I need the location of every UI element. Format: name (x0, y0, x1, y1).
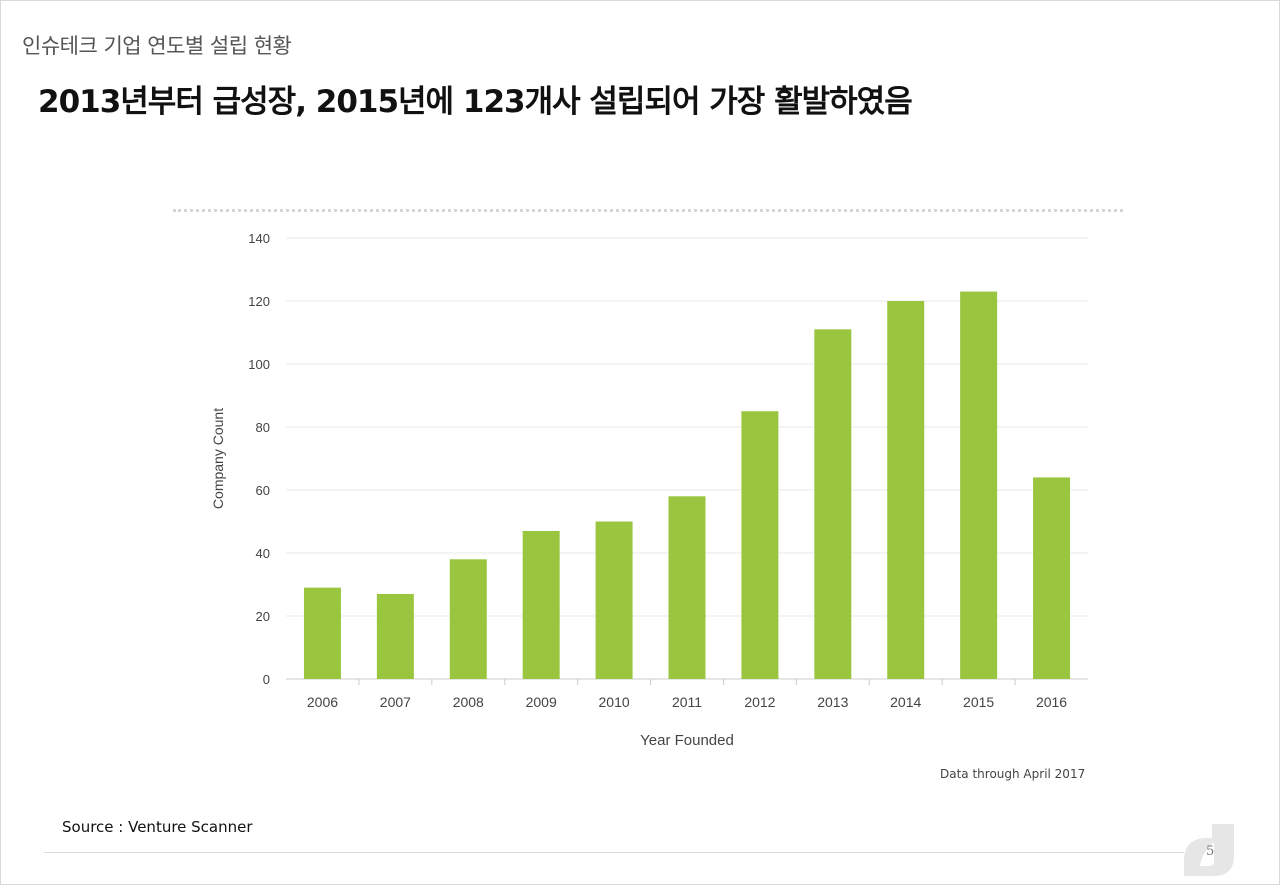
x-tick-label: 2015 (963, 694, 994, 710)
y-tick-label: 60 (256, 483, 270, 498)
y-tick-label: 40 (256, 546, 270, 561)
bar-chart: 0 20 40 60 80 100 120 140 2006 2007 2008 2009 2010 20… (210, 231, 1088, 749)
x-tick-label: 2006 (307, 694, 338, 710)
y-tick-label: 120 (248, 294, 270, 309)
x-axis-label: Year Founded (640, 732, 734, 749)
dotted-divider (173, 209, 1123, 212)
x-tick-label: 2012 (744, 694, 775, 710)
data-note: Data through April 2017 (940, 767, 1086, 781)
y-tick-label: 20 (256, 609, 270, 624)
source-caption: Source : Venture Scanner (62, 818, 253, 836)
x-tick-label: 2011 (672, 694, 702, 710)
page-headline: 2013년부터 급성장, 2015년에 123개사 설립되어 가장 활발하였음 (38, 84, 913, 120)
x-tick-label: 2010 (599, 694, 630, 710)
bar-2016 (1033, 477, 1071, 679)
bar-2009 (522, 530, 560, 679)
footer-divider (44, 852, 1184, 853)
x-tick-label: 2013 (817, 694, 848, 710)
bar-2015 (960, 291, 998, 679)
brand-logo-icon (1184, 824, 1234, 876)
y-tick-label: 140 (248, 231, 270, 246)
bar-2012 (741, 411, 779, 679)
bar-2014 (887, 301, 925, 679)
bar-2013 (814, 329, 852, 679)
x-tick-label: 2014 (890, 694, 921, 710)
y-tick-label: 100 (248, 357, 270, 372)
x-tick-label: 2016 (1036, 694, 1067, 710)
bar-2006 (303, 587, 341, 679)
bar-2007 (376, 593, 414, 679)
bar-2011 (668, 496, 706, 679)
bar-2008 (449, 559, 487, 679)
y-axis-label: Company Count (210, 408, 226, 509)
x-tick-label: 2007 (380, 694, 411, 710)
section-title: 인슈테크 기업 연도별 설립 현황 (22, 34, 292, 58)
page-number: 5 (1206, 844, 1215, 859)
x-tick-label: 2009 (526, 694, 557, 710)
y-tick-label: 80 (256, 420, 270, 435)
y-tick-label: 0 (263, 672, 270, 687)
x-tick-label: 2008 (453, 694, 484, 710)
bar-2010 (595, 521, 633, 679)
